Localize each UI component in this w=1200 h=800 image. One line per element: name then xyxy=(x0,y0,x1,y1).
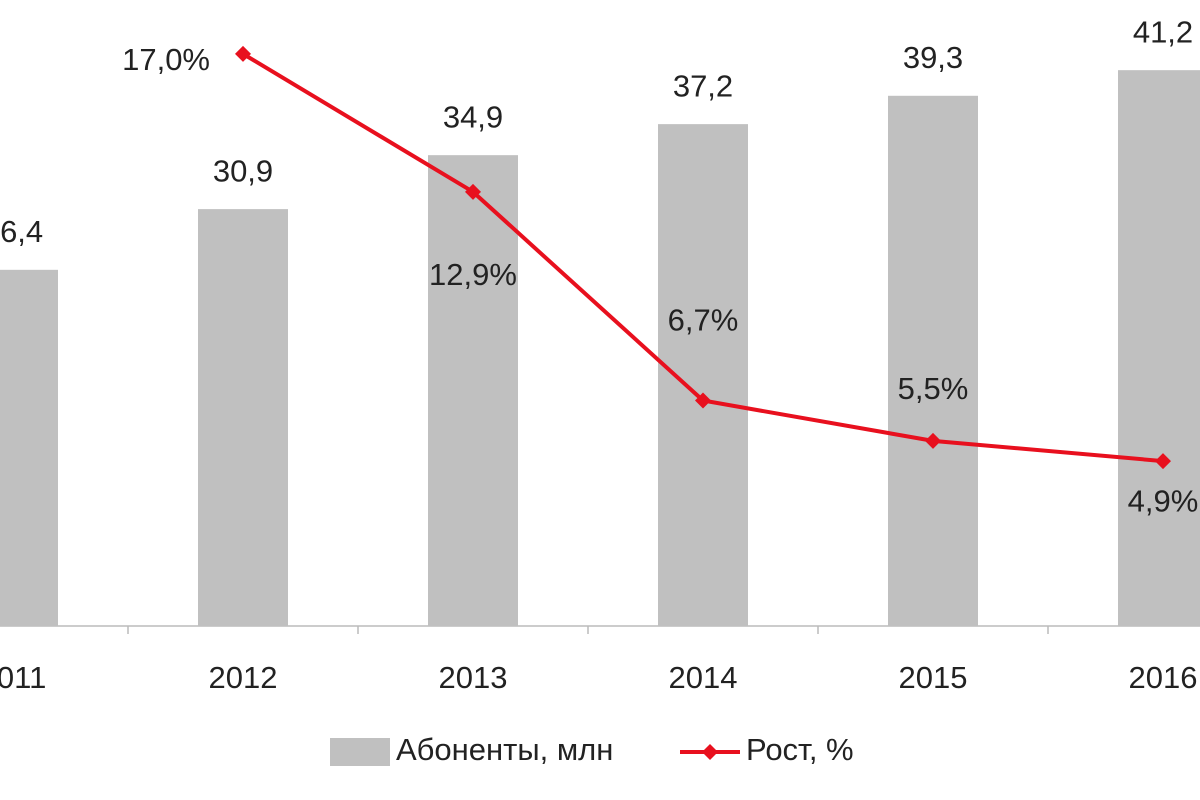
line-marker xyxy=(235,45,251,62)
line-marker xyxy=(925,432,941,449)
x-tick-label: 2011 xyxy=(0,660,46,695)
x-tick-label: 2014 xyxy=(669,660,738,695)
legend-label: Рост, % xyxy=(746,732,854,767)
line-value-label: 6,7% xyxy=(668,303,739,338)
bar xyxy=(198,209,288,626)
bar-value-label: 30,9 xyxy=(213,153,273,188)
x-tick-label: 2012 xyxy=(209,660,278,695)
x-tick-label: 2016 xyxy=(1129,660,1198,695)
bar xyxy=(428,155,518,626)
legend-swatch xyxy=(330,738,390,766)
x-tick-label: 2013 xyxy=(439,660,508,695)
bar xyxy=(0,269,58,626)
line-marker xyxy=(465,183,481,200)
line-marker xyxy=(695,392,711,409)
bar xyxy=(888,95,978,626)
bar-value-label: 26,4 xyxy=(0,214,43,249)
bar-value-label: 34,9 xyxy=(443,99,503,134)
line-marker xyxy=(1155,453,1171,470)
line-value-label: 17,0% xyxy=(122,42,210,77)
line-value-label: 4,9% xyxy=(1128,483,1199,518)
x-tick-label: 2015 xyxy=(899,660,968,695)
line-value-label: 5,5% xyxy=(898,371,969,406)
bar-value-label: 41,2 xyxy=(1133,14,1193,49)
bar xyxy=(1118,70,1200,627)
bar-value-label: 37,2 xyxy=(673,68,733,103)
legend-label: Абоненты, млн xyxy=(396,732,613,767)
bar xyxy=(658,124,748,626)
line-value-label: 12,9% xyxy=(429,257,517,292)
legend-marker xyxy=(702,744,718,760)
bar-value-label: 39,3 xyxy=(903,40,963,75)
